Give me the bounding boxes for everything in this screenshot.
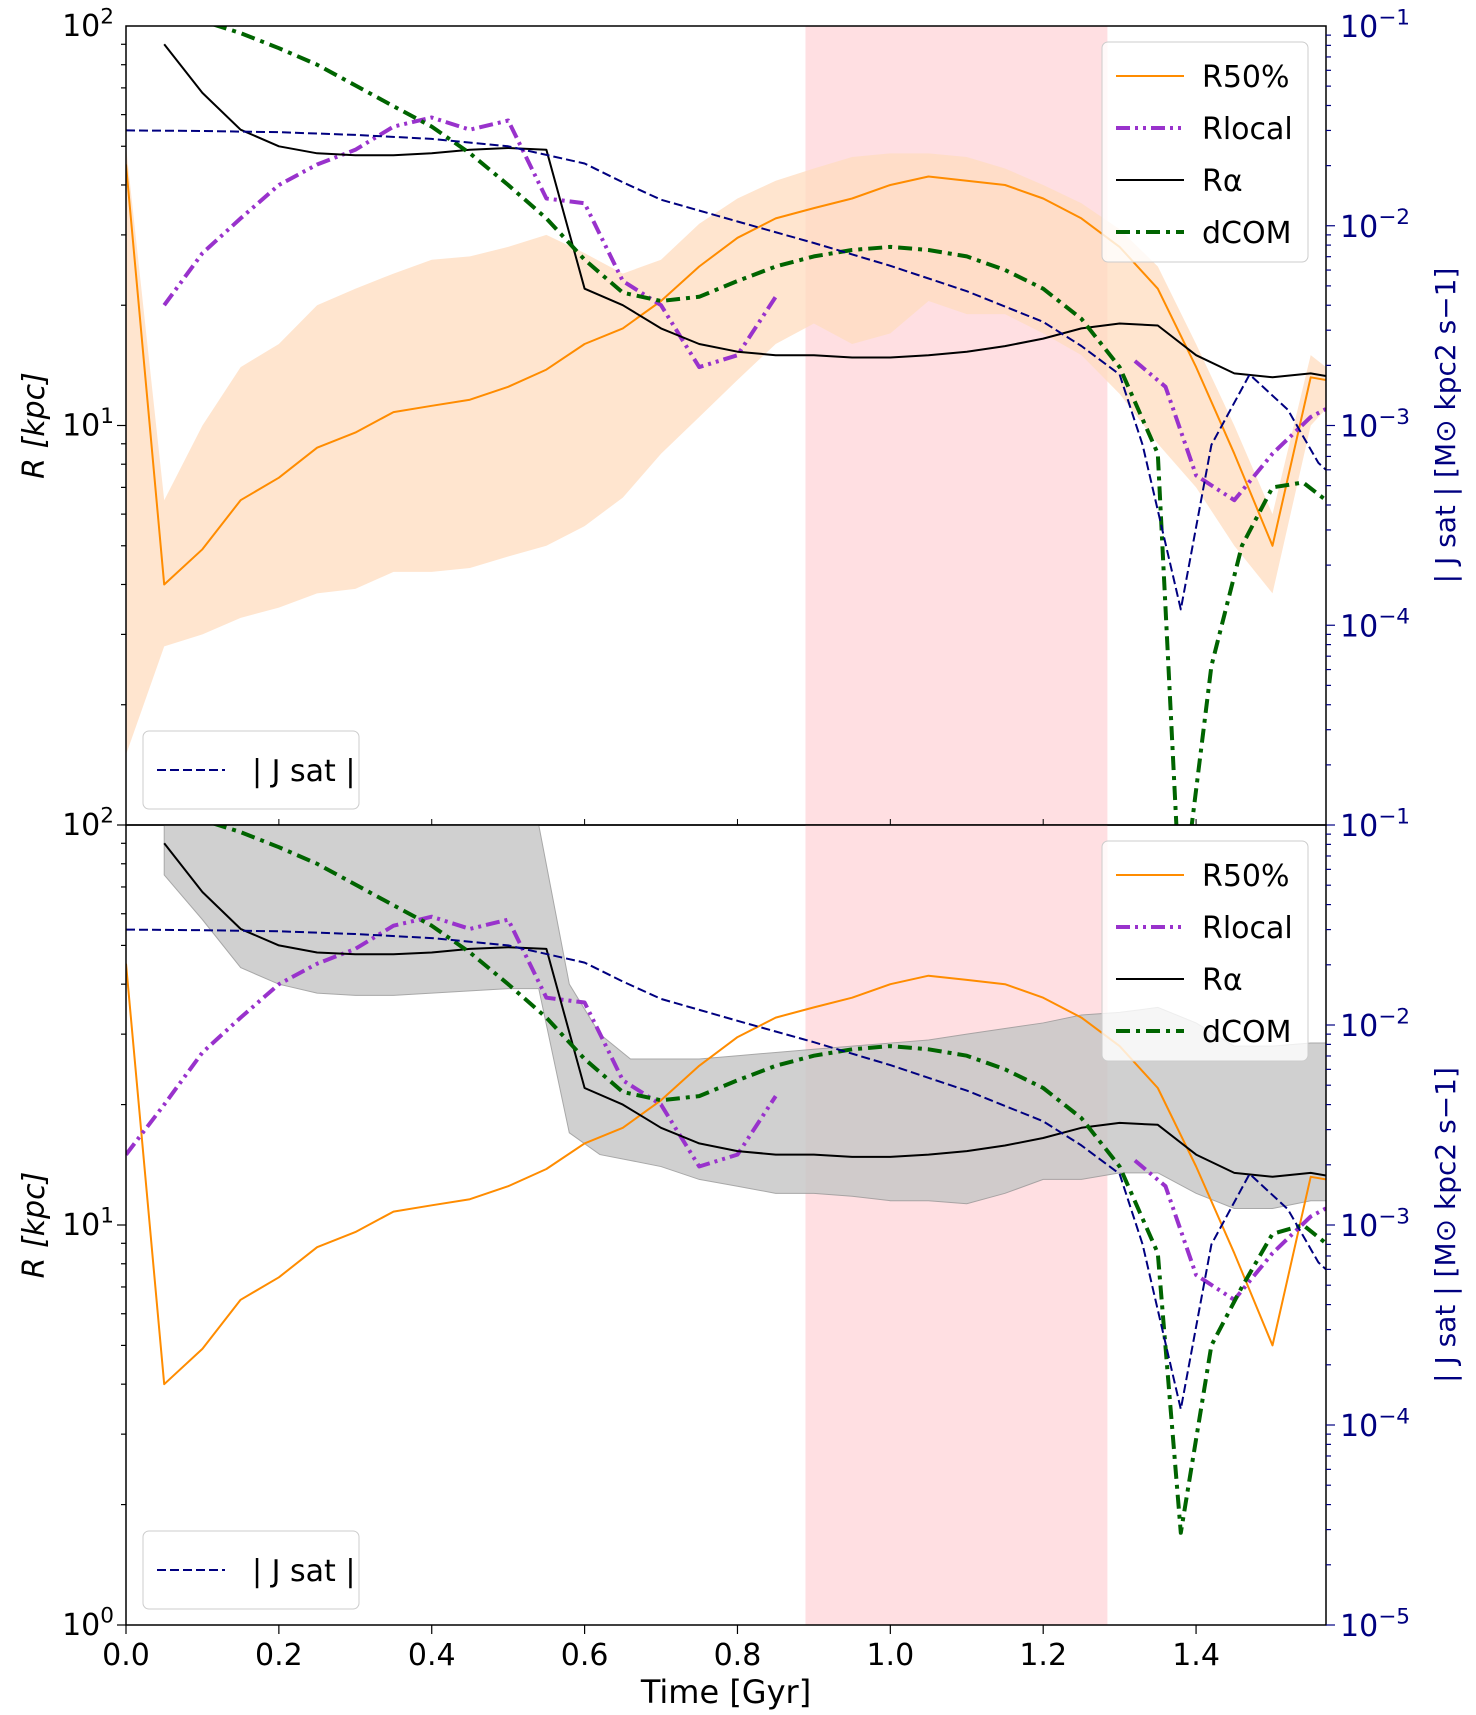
y2-tick-label: 10−4 <box>1340 1404 1410 1444</box>
legend-box <box>1101 41 1309 263</box>
series-line-jsat <box>126 928 1326 1411</box>
series-line-jsat <box>126 129 1326 611</box>
legend-secondary: | J sat | <box>142 1530 360 1610</box>
y2-tick-label: 10−4 <box>1340 605 1410 645</box>
y-tick-label: 100 <box>62 1603 114 1643</box>
legend-label: | J sat | <box>252 754 355 789</box>
legend-label: R50% <box>1202 60 1290 95</box>
y-tick-label: 101 <box>62 1203 114 1243</box>
x-tick-label: 0.8 <box>714 1638 762 1673</box>
y2-tick-label: 10−3 <box>1340 1204 1410 1244</box>
x-tick-label: 0.2 <box>255 1638 303 1673</box>
legend-box <box>142 1530 360 1610</box>
x-axis-label: Time [Gyr] <box>640 1673 811 1711</box>
series-line-dcom <box>211 26 1326 825</box>
y-axis-label: R [kpc] <box>17 372 52 479</box>
legend-label: dCOM <box>1202 1015 1292 1050</box>
plot-area-bottom <box>126 825 1326 1625</box>
panel-bottom: 100 101 102 10−1 10−2 10−3 10−4 10−5 R [kpc] | J … <box>17 803 1462 1644</box>
series-line-r50 <box>126 164 1326 586</box>
legend-box <box>1101 840 1309 1062</box>
legend-label: dCOM <box>1202 216 1292 251</box>
panel-top: 102 101 10−1 10−2 10−3 10−4 R [kpc] | J sat | [… <box>17 4 1462 826</box>
legend-label: R50% <box>1202 859 1290 894</box>
legend-label: Rlocal <box>1202 112 1293 147</box>
series-line-r <box>163 43 1326 379</box>
legend-label: | J sat | <box>252 1554 355 1589</box>
y2-tick-label: 10−5 <box>1340 1604 1410 1644</box>
legend-secondary: | J sat | <box>142 730 360 810</box>
y2-tick-label: 10−1 <box>1340 5 1410 45</box>
y-tick-label: 102 <box>62 4 114 44</box>
x-tick-label: 0.4 <box>408 1638 456 1673</box>
r50-band <box>126 146 1326 755</box>
y-tick-label: 102 <box>62 803 114 843</box>
series-line-rlocal <box>162 115 1326 503</box>
ralpha-band <box>163 825 1326 1209</box>
legend-label: Rα <box>1202 963 1243 998</box>
series-line-r <box>163 842 1326 1178</box>
plot-area-top <box>126 26 1326 825</box>
y2-tick-label: 10−1 <box>1340 804 1410 844</box>
y2-tick-label: 10−2 <box>1340 1004 1410 1044</box>
x-tick-label: 0.6 <box>561 1638 609 1673</box>
y2-axis-label: | J sat | [M⊙ kpc2 s−1] <box>1429 1067 1462 1383</box>
y2-tick-label: 10−3 <box>1340 405 1410 445</box>
x-tick-label: 1.2 <box>1019 1638 1067 1673</box>
legend-box <box>142 730 360 810</box>
shaded-interval <box>805 26 1108 825</box>
shaded-interval <box>805 825 1108 1625</box>
x-tick-label: 1.4 <box>1172 1638 1220 1673</box>
y-tick-label: 101 <box>62 404 114 444</box>
legend-label: Rα <box>1202 164 1243 199</box>
series-line-r50 <box>126 963 1326 1386</box>
y-axis-label: R [kpc] <box>17 1172 52 1279</box>
legend-main: R50% Rlocal Rα dCOM <box>1101 840 1309 1062</box>
x-tick-label: 0.0 <box>102 1638 150 1673</box>
y2-axis-label: | J sat | [M⊙ kpc2 s−1] <box>1429 268 1462 584</box>
y2-tick-label: 10−2 <box>1340 205 1410 245</box>
x-tick-label: 1.0 <box>866 1638 914 1673</box>
legend-main: R50% Rlocal Rα dCOM <box>1101 41 1309 263</box>
legend-label: Rlocal <box>1202 911 1293 946</box>
series-line-dcom <box>211 825 1326 1535</box>
